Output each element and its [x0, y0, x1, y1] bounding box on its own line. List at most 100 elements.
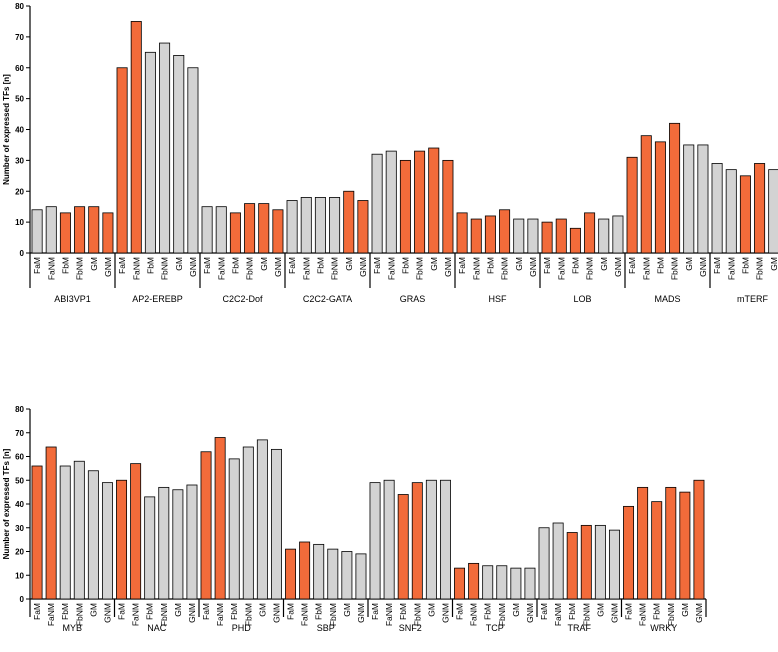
bar	[228, 458, 240, 600]
bar	[768, 169, 778, 254]
bar	[341, 551, 353, 600]
bar-group: FaM FaNM FbM FbNM GM GNM SBP	[285, 541, 369, 633]
bar	[626, 156, 638, 254]
bar	[612, 215, 624, 254]
x-tick-label: FbNM	[497, 603, 507, 626]
bar	[385, 150, 397, 254]
bar	[397, 494, 409, 600]
bar	[215, 206, 227, 254]
x-tick-label: FbM	[740, 257, 750, 274]
x-tick-label: GM	[173, 603, 183, 617]
x-tick-label: FbM	[229, 603, 239, 620]
bar	[414, 150, 426, 254]
x-tick-label: FbNM	[415, 257, 425, 280]
bar	[286, 200, 298, 254]
bar	[45, 446, 57, 600]
group-label: LOB	[573, 294, 591, 304]
x-tick-label: FbNM	[500, 257, 510, 280]
x-tick-label: GNM	[102, 603, 112, 623]
bar	[541, 221, 553, 254]
bar	[555, 218, 567, 254]
y-tick-label: 20	[15, 548, 24, 557]
bar	[173, 55, 185, 254]
group-label: AP2-EREBP	[132, 294, 183, 304]
bar	[130, 463, 142, 600]
bar	[470, 218, 482, 254]
bar	[314, 197, 326, 254]
bar	[45, 206, 57, 254]
x-tick-label: FaM	[455, 603, 465, 620]
bar	[637, 486, 649, 600]
y-tick-label: 60	[15, 453, 24, 462]
x-tick-label: FaNM	[556, 257, 566, 280]
bar	[186, 484, 198, 600]
bar	[88, 206, 100, 254]
y-axis-label: Number of expressed TFs [n]	[2, 448, 11, 559]
bar	[425, 479, 437, 600]
x-tick-label: FaM	[624, 603, 634, 620]
group-label: ABI3VP1	[54, 294, 91, 304]
x-tick-label: GM	[259, 257, 269, 271]
bar	[697, 144, 709, 254]
x-tick-label: GNM	[609, 603, 619, 623]
x-tick-label: GM	[88, 603, 98, 617]
x-tick-label: FbNM	[75, 257, 85, 280]
bar-group: FaM FaNM FbM FbNM GM GNM C2C2-Dof	[201, 203, 286, 304]
bar	[73, 460, 85, 600]
bar-group: FaM FaNM FbM FbNM GM GNM SNF2	[369, 479, 454, 633]
bar	[456, 212, 468, 254]
bar	[313, 543, 325, 600]
x-tick-label: FbM	[60, 257, 70, 274]
x-tick-label: FaNM	[46, 257, 56, 280]
group-label: MADS	[654, 294, 680, 304]
y-tick-label: 0	[20, 595, 25, 604]
y-tick-label: 30	[15, 524, 24, 533]
x-tick-label: FbNM	[581, 603, 591, 626]
y-tick-label: 40	[15, 500, 24, 509]
x-tick-label: FbNM	[755, 257, 765, 280]
bar	[428, 147, 440, 254]
bar	[300, 197, 312, 254]
chart-panel-top: Number of expressed TFs [n] 0 10 20 30 40 50 60…	[2, 2, 778, 304]
x-tick-label: FaM	[201, 603, 211, 620]
bar	[683, 144, 695, 254]
group-label: C2C2-Dof	[222, 294, 263, 304]
x-tick-label: FaNM	[471, 257, 481, 280]
x-tick-label: FbM	[652, 603, 662, 620]
x-tick-label: GM	[257, 603, 267, 617]
bar	[527, 218, 539, 254]
y-tick-label: 40	[15, 126, 24, 135]
bar	[258, 203, 270, 254]
bar	[513, 218, 525, 254]
bar	[130, 21, 142, 254]
bar	[442, 159, 454, 254]
x-tick-label: FaM	[539, 603, 549, 620]
x-tick-label: FbM	[315, 257, 325, 274]
bar	[172, 489, 184, 600]
group-label: PHD	[232, 623, 252, 633]
bar	[711, 163, 723, 254]
bar	[101, 482, 113, 600]
y-tick-label: 80	[15, 2, 24, 11]
x-tick-label: FaM	[117, 603, 127, 620]
bar-group: FaM FaNM FbM FbNM GM GNM LOB	[541, 212, 626, 304]
bar	[327, 548, 339, 600]
bar	[272, 209, 284, 254]
bar	[383, 479, 395, 600]
x-tick-label: FbM	[60, 603, 70, 620]
group-label: NAC	[147, 623, 167, 633]
bar	[357, 200, 369, 254]
bar	[144, 496, 156, 600]
bar	[229, 212, 241, 254]
x-tick-label: GNM	[187, 603, 197, 623]
bar	[59, 465, 71, 600]
bar	[598, 218, 610, 254]
bar	[725, 169, 737, 254]
x-tick-label: FbNM	[666, 603, 676, 626]
x-tick-label: GM	[684, 257, 694, 271]
x-tick-label: GNM	[528, 257, 538, 277]
bar	[739, 175, 751, 254]
x-tick-label: FaNM	[638, 603, 648, 626]
bar	[482, 565, 494, 600]
group-label: SBP	[317, 623, 335, 633]
